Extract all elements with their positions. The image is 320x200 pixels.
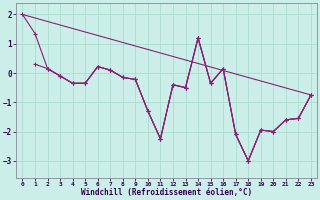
X-axis label: Windchill (Refroidissement éolien,°C): Windchill (Refroidissement éolien,°C) bbox=[81, 188, 252, 197]
